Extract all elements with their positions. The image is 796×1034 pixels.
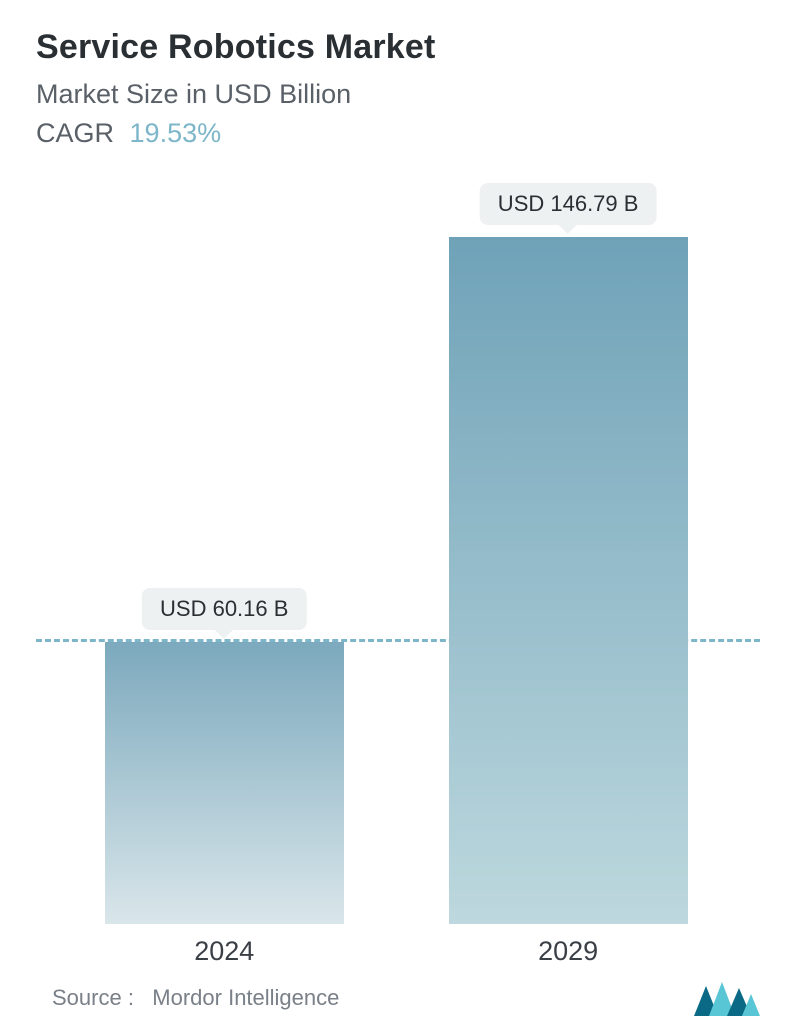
x-label-2029: 2029 xyxy=(538,936,598,967)
x-axis-labels: 2024 2029 xyxy=(36,936,760,976)
x-label-2024: 2024 xyxy=(194,936,254,967)
cagr-label: CAGR xyxy=(36,118,114,148)
chart-subtitle: Market Size in USD Billion xyxy=(36,79,760,110)
bar-2024: USD 60.16 B xyxy=(105,642,344,924)
source-text: Source : Mordor Intelligence xyxy=(52,985,339,1011)
source-name: Mordor Intelligence xyxy=(152,985,339,1010)
bar-fill xyxy=(449,237,688,924)
chart-title: Service Robotics Market xyxy=(36,28,760,67)
cagr-line: CAGR 19.53% xyxy=(36,118,760,149)
value-badge-2024: USD 60.16 B xyxy=(142,588,306,630)
footer: Source : Mordor Intelligence xyxy=(52,980,760,1016)
chart-plot-area: USD 60.16 B USD 146.79 B xyxy=(36,175,760,924)
chart-card: Service Robotics Market Market Size in U… xyxy=(0,0,796,1034)
bar-2029: USD 146.79 B xyxy=(449,237,688,924)
brand-logo-icon xyxy=(694,980,760,1016)
value-badge-2029: USD 146.79 B xyxy=(480,183,657,225)
bar-fill xyxy=(105,642,344,924)
source-label: Source : xyxy=(52,985,134,1010)
cagr-value: 19.53% xyxy=(130,118,222,148)
